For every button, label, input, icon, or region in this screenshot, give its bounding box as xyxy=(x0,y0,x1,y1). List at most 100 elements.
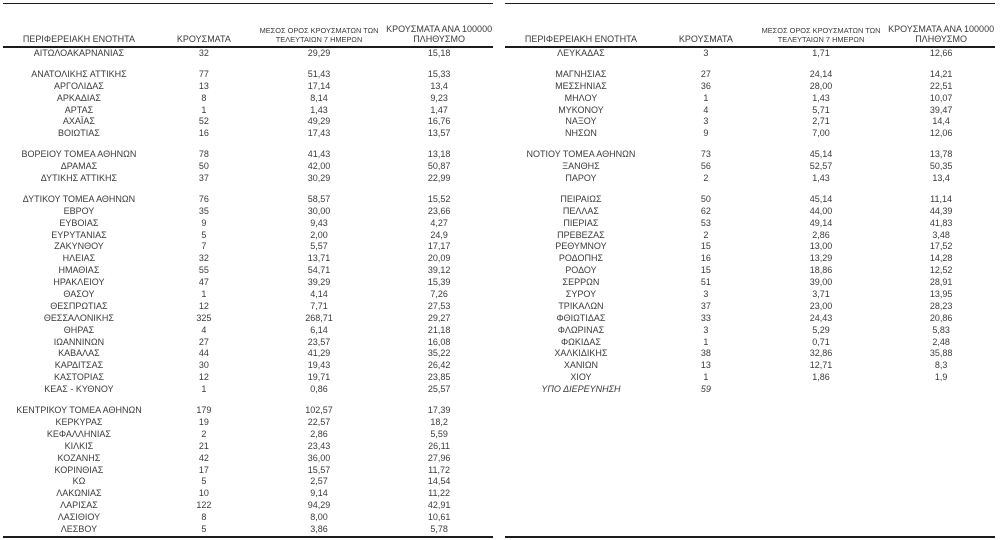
per100k-cell: 21,18 xyxy=(427,324,451,335)
per100k-cell: 13,57 xyxy=(427,128,451,139)
right-table: ΠΕΡΙΦΕΡΕΙΑΚΗ ΕΝΟΤΗΤΑ ΚΡΟΥΣΜΑΤΑ ΜΕΣΟΣ ΟΡΟ… xyxy=(505,3,995,538)
col-header-per100k-line1: ΚΡΟΥΣΜΑΤΑ ΑΝΑ 100000 xyxy=(888,24,995,34)
cases-cell: 76 xyxy=(198,193,209,204)
avg7-cell: 23,00 xyxy=(809,300,833,311)
table-row: ΚΕΑΣ - ΚΥΘΝΟΥ 1 0,86 25,57 xyxy=(3,384,493,396)
region-cell: ΒΟΡΕΙΟΥ ΤΟΜΕΑ ΑΘΗΝΩΝ xyxy=(21,149,137,160)
cases-cell: 33 xyxy=(700,312,711,323)
table-row: ΕΥΒΟΙΑΣ 9 9,43 4,27 xyxy=(3,218,493,230)
region-cell: ΑΡΚΑΔΙΑΣ xyxy=(56,92,101,103)
cases-cell: 1 xyxy=(703,372,709,383)
per100k-cell: 11,14 xyxy=(930,193,953,204)
table-row: ΦΛΩΡΙΝΑΣ 3 5,29 5,83 xyxy=(505,325,995,337)
table-row: ΚΕΡΚΥΡΑΣ 19 22,57 18,2 xyxy=(3,417,493,429)
per100k-cell: 1,9 xyxy=(934,372,948,383)
col-header-per100k-line1: ΚΡΟΥΣΜΑΤΑ ΑΝΑ 100000 xyxy=(386,24,493,34)
avg7-cell: 2,86 xyxy=(812,229,830,240)
cases-cell: 32 xyxy=(198,48,209,58)
region-cell: ΛΕΥΚΑΔΑΣ xyxy=(557,48,605,58)
table-row: ΜΗΛΟΥ 1 1,43 10,07 xyxy=(505,93,995,105)
region-cell: ΚΩ xyxy=(72,476,86,487)
region-cell: ΔΥΤΙΚΟΥ ΤΟΜΕΑ ΑΘΗΝΩΝ xyxy=(22,193,136,204)
avg7-cell: 18,86 xyxy=(809,265,833,276)
region-cell: ΜΑΓΝΗΣΙΑΣ xyxy=(555,68,607,79)
table-row: ΘΗΡΑΣ 4 6,14 21,18 xyxy=(3,325,493,337)
col-header-per100k: ΚΡΟΥΣΜΑΤΑ ΑΝΑ 100000 ΠΛΗΘΥΣΜΟ xyxy=(887,24,995,44)
table-row: ΘΑΣΟΥ 1 4,14 7,26 xyxy=(3,289,493,301)
table-row: ΙΩΑΝΝΙΝΩΝ 27 23,57 16,08 xyxy=(3,337,493,349)
region-cell: ΝΟΤΙΟΥ ΤΟΜΕΑ ΑΘΗΝΩΝ xyxy=(526,149,636,160)
per100k-cell: 11,22 xyxy=(428,488,451,499)
avg7-cell: 54,71 xyxy=(307,265,331,276)
region-cell: ΚΕΝΤΡΙΚΟΥ ΤΟΜΕΑ ΑΘΗΝΩΝ xyxy=(16,405,142,416)
table-row: ΑΡΤΑΣ 1 1,43 1,47 xyxy=(3,105,493,117)
per100k-cell: 13,18 xyxy=(427,149,451,160)
region-cell: ΚΑΡΔΙΤΣΑΣ xyxy=(54,360,104,371)
per100k-cell: 42,91 xyxy=(427,500,451,511)
avg7-cell: 6,14 xyxy=(310,324,328,335)
region-cell: ΧΙΟΥ xyxy=(570,372,592,383)
avg7-cell: 49,29 xyxy=(307,116,331,127)
per100k-cell: 15,39 xyxy=(427,277,451,288)
table-row: ΠΑΡΟΥ 2 1,43 13,4 xyxy=(505,173,995,185)
avg7-cell: 13,71 xyxy=(307,253,331,264)
row-gap xyxy=(505,185,995,194)
avg7-cell: 12,71 xyxy=(809,360,833,371)
table-row: ΘΕΣΣΑΛΟΝΙΚΗΣ 325 268,71 29,27 xyxy=(3,313,493,325)
col-header-avg7: ΜΕΣΟΣ ΟΡΟΣ ΚΡΟΥΣΜΑΤΩΝ ΤΩΝ ΤΕΛΕΥΤΑΙΩΝ 7 Η… xyxy=(755,26,887,44)
region-cell: ΞΑΝΘΗΣ xyxy=(562,161,600,172)
cases-cell: 32 xyxy=(198,253,209,264)
per100k-cell: 5,83 xyxy=(932,324,950,335)
cases-cell: 19 xyxy=(198,416,209,427)
table-row: ΝΑΞΟΥ 3 2,71 14,4 xyxy=(505,116,995,128)
cases-cell: 5 xyxy=(201,229,207,240)
per100k-cell: 10,61 xyxy=(427,512,451,523)
cases-cell: 2 xyxy=(703,173,709,184)
cases-cell: 55 xyxy=(198,265,209,276)
col-header-avg7-line1: ΜΕΣΟΣ ΟΡΟΣ ΚΡΟΥΣΜΑΤΩΝ ΤΩΝ xyxy=(761,26,881,36)
cases-cell: 59 xyxy=(700,384,711,395)
cases-cell: 56 xyxy=(700,161,711,172)
region-cell: ΜΕΣΣΗΝΙΑΣ xyxy=(555,80,607,91)
avg7-cell: 28,00 xyxy=(809,80,833,91)
per100k-cell: 12,66 xyxy=(929,48,953,58)
region-cell: ΠΑΡΟΥ xyxy=(565,173,597,184)
cases-cell: 13 xyxy=(700,360,711,371)
per100k-cell: 14,54 xyxy=(427,476,451,487)
cases-cell: 50 xyxy=(198,161,209,172)
per100k-cell: 14,21 xyxy=(929,68,953,79)
per100k-cell: 3,48 xyxy=(932,229,950,240)
table-row: ΤΡΙΚΑΛΩΝ 37 23,00 28,23 xyxy=(505,301,995,313)
region-cell: ΤΡΙΚΑΛΩΝ xyxy=(558,300,604,311)
table-row: ΕΥΡΥΤΑΝΙΑΣ 5 2,00 24,9 xyxy=(3,230,493,242)
region-cell: ΧΑΛΚΙΔΙΚΗΣ xyxy=(554,348,608,359)
right-table-body: ΛΕΥΚΑΔΑΣ 3 1,71 12,66 ΜΑΓΝΗΣΙΑΣ 27 24,14 14,21 Μ… xyxy=(505,48,995,536)
region-cell: ΚΕΡΚΥΡΑΣ xyxy=(55,416,103,427)
table-row: ΧΑΛΚΙΔΙΚΗΣ 38 32,86 35,88 xyxy=(505,348,995,360)
avg7-cell: 13,00 xyxy=(809,241,833,252)
per100k-cell: 8,3 xyxy=(934,360,948,371)
table-row: ΚΙΛΚΙΣ 21 23,43 26,11 xyxy=(3,441,493,453)
row-gap xyxy=(3,140,493,149)
per100k-cell: 11,72 xyxy=(428,464,451,475)
region-cell: ΒΟΙΩΤΙΑΣ xyxy=(58,128,100,139)
table-row: ΑΙΤΩΛΟΑΚΑΡΝΑΝΙΑΣ 32 29,29 15,18 xyxy=(3,48,493,60)
table-row: ΧΑΝΙΩΝ 13 12,71 8,3 xyxy=(505,360,995,372)
avg7-cell: 9,14 xyxy=(310,488,328,499)
cases-cell: 2 xyxy=(703,229,709,240)
avg7-cell: 45,14 xyxy=(809,149,833,160)
avg7-cell: 4,14 xyxy=(310,289,328,300)
avg7-cell: 1,86 xyxy=(812,372,830,383)
per100k-cell: 50,87 xyxy=(427,161,451,172)
left-table-body: ΑΙΤΩΛΟΑΚΑΡΝΑΝΙΑΣ 32 29,29 15,18 ΑΝΑΤΟΛΙΚΗΣ Α… xyxy=(3,48,493,536)
cases-cell: 5 xyxy=(201,476,207,487)
table-row: ΔΥΤΙΚΟΥ ΤΟΜΕΑ ΑΘΗΝΩΝ 76 58,57 15,52 xyxy=(3,194,493,206)
region-cell: ΖΑΚΥΝΘΟΥ xyxy=(54,241,104,252)
cases-cell: 15 xyxy=(700,241,711,252)
per100k-cell: 17,39 xyxy=(427,405,451,416)
avg7-cell: 45,14 xyxy=(809,193,833,204)
per100k-cell: 27,53 xyxy=(427,300,451,311)
per100k-cell: 26,11 xyxy=(428,440,451,451)
avg7-cell: 19,71 xyxy=(307,372,331,383)
region-cell: ΦΩΚΙΔΑΣ xyxy=(560,336,601,347)
